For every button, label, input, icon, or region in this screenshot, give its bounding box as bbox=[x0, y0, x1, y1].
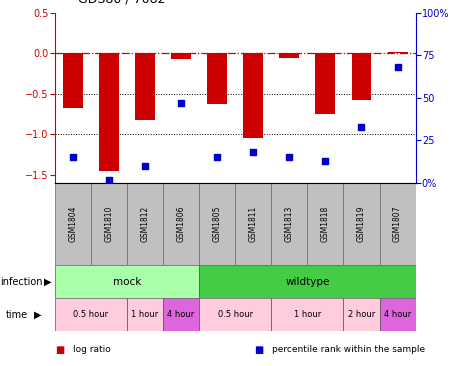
Bar bbox=[380, 298, 416, 331]
Text: ▶: ▶ bbox=[34, 310, 42, 320]
Bar bbox=[380, 183, 416, 265]
Bar bbox=[99, 53, 119, 171]
Bar bbox=[315, 53, 335, 114]
Bar bbox=[55, 183, 91, 265]
Bar bbox=[63, 53, 83, 108]
Bar bbox=[55, 298, 127, 331]
Bar bbox=[199, 183, 235, 265]
Text: GSM1811: GSM1811 bbox=[249, 206, 257, 242]
Text: 1 hour: 1 hour bbox=[131, 310, 159, 319]
Text: 0.5 hour: 0.5 hour bbox=[73, 310, 108, 319]
Text: ▶: ▶ bbox=[44, 277, 51, 287]
Text: percentile rank within the sample: percentile rank within the sample bbox=[272, 345, 425, 354]
Text: 2 hour: 2 hour bbox=[348, 310, 375, 319]
Text: ■: ■ bbox=[55, 344, 64, 355]
Bar bbox=[243, 53, 263, 138]
Text: time: time bbox=[6, 310, 28, 320]
Bar bbox=[199, 265, 416, 298]
Bar bbox=[307, 183, 343, 265]
Text: mock: mock bbox=[113, 277, 141, 287]
Point bbox=[213, 154, 221, 160]
Point bbox=[358, 124, 365, 130]
Text: wildtype: wildtype bbox=[285, 277, 330, 287]
Bar bbox=[127, 298, 163, 331]
Point bbox=[141, 163, 149, 169]
Bar bbox=[91, 183, 127, 265]
Point bbox=[249, 149, 257, 155]
Text: 0.5 hour: 0.5 hour bbox=[218, 310, 253, 319]
Point bbox=[285, 154, 293, 160]
Bar bbox=[271, 183, 307, 265]
Text: 4 hour: 4 hour bbox=[384, 310, 411, 319]
Bar bbox=[271, 298, 343, 331]
Bar bbox=[207, 53, 227, 104]
Text: GSM1812: GSM1812 bbox=[141, 206, 149, 242]
Point bbox=[69, 154, 76, 160]
Point bbox=[394, 64, 401, 70]
Bar bbox=[163, 298, 199, 331]
Text: ■: ■ bbox=[254, 344, 263, 355]
Bar bbox=[352, 53, 371, 100]
Bar bbox=[171, 53, 191, 59]
Text: GSM1818: GSM1818 bbox=[321, 206, 330, 242]
Text: 1 hour: 1 hour bbox=[294, 310, 321, 319]
Text: GSM1813: GSM1813 bbox=[285, 206, 294, 242]
Point bbox=[105, 177, 113, 183]
Text: GSM1805: GSM1805 bbox=[213, 206, 221, 242]
Text: 4 hour: 4 hour bbox=[167, 310, 195, 319]
Text: GSM1807: GSM1807 bbox=[393, 206, 402, 242]
Bar bbox=[279, 53, 299, 58]
Text: GSM1806: GSM1806 bbox=[177, 206, 185, 242]
Text: infection: infection bbox=[0, 277, 43, 287]
Point bbox=[322, 158, 329, 164]
Bar bbox=[127, 183, 163, 265]
Bar bbox=[343, 298, 380, 331]
Bar bbox=[388, 52, 408, 53]
Text: GSM1810: GSM1810 bbox=[104, 206, 113, 242]
Point bbox=[177, 100, 185, 106]
Text: log ratio: log ratio bbox=[73, 345, 110, 354]
Text: GSM1804: GSM1804 bbox=[68, 206, 77, 242]
Text: GSM1819: GSM1819 bbox=[357, 206, 366, 242]
Bar bbox=[199, 298, 271, 331]
Bar bbox=[135, 53, 155, 120]
Bar bbox=[55, 265, 199, 298]
Bar bbox=[343, 183, 380, 265]
Bar bbox=[163, 183, 199, 265]
Text: GDS80 / 7082: GDS80 / 7082 bbox=[78, 0, 166, 5]
Bar bbox=[235, 183, 271, 265]
